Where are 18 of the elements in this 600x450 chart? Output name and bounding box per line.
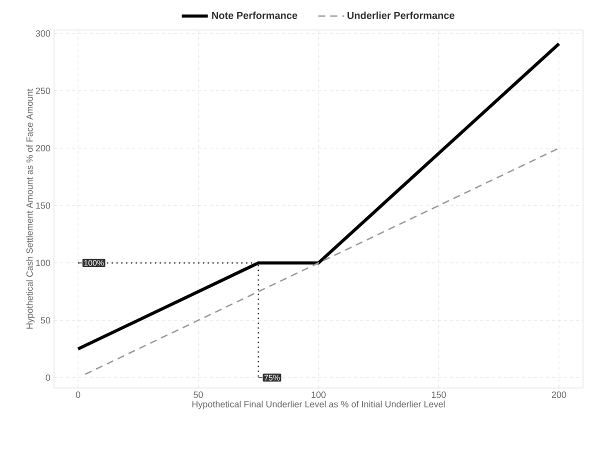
y-tick-label: 150	[36, 202, 50, 209]
y-tick-label: 50	[40, 317, 50, 324]
x-tick-label: 0	[76, 392, 80, 398]
x-tick-label: 50	[194, 392, 203, 398]
y-tick-label: 100	[36, 260, 50, 266]
annotation: 75%	[264, 374, 280, 380]
x-axis-title: Hypothetical Final Underlier Level as % of Initial Underlier Level	[192, 400, 445, 410]
x-tick-label: 150	[432, 392, 446, 398]
legend-label: Note Performance	[212, 12, 298, 20]
x-tick-label: 200	[552, 392, 566, 398]
annotation: 100%	[84, 260, 104, 266]
y-axis-title: Hypothetical Cash Settlement Amount as % of Face Amount	[26, 88, 35, 329]
y-tick-label: 250	[36, 88, 50, 94]
legend-label: Underlier Performance	[348, 12, 454, 20]
x-tick-label: 100	[312, 392, 326, 398]
y-tick-label: 0	[46, 374, 50, 381]
y-tick-label: 200	[36, 144, 50, 152]
y-tick-label: 300	[36, 30, 50, 37]
